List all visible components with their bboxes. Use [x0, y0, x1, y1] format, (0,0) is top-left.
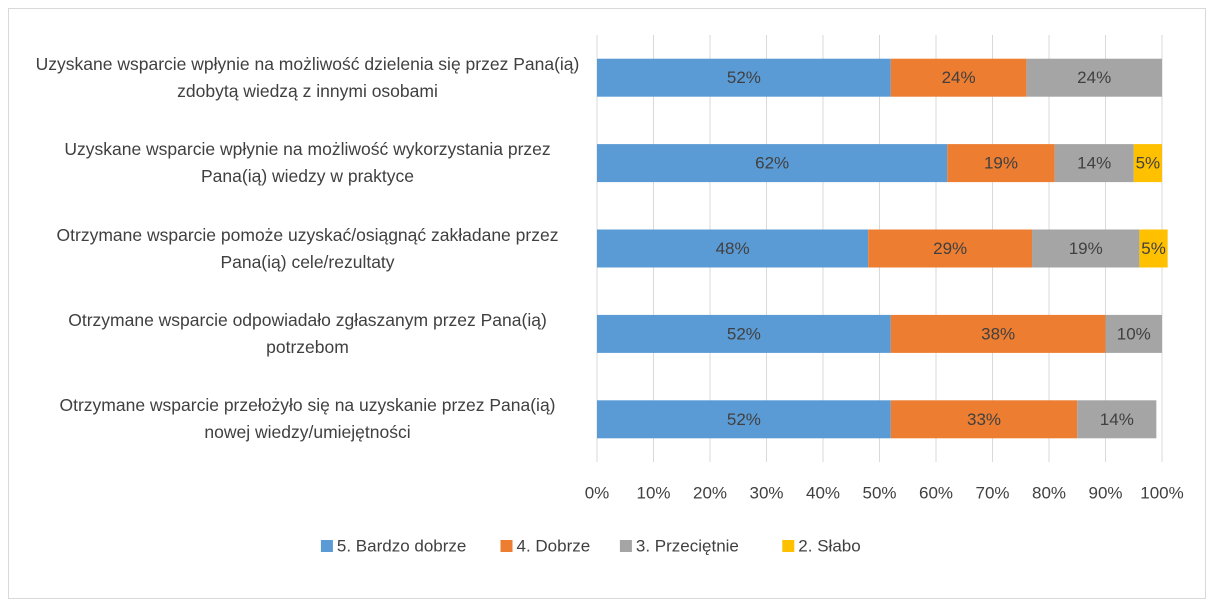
- x-tick-label: 80%: [1032, 483, 1066, 502]
- bar-segment: [1032, 229, 1140, 268]
- category-label: Otrzymane wsparcie odpowiadało zgłaszany…: [68, 309, 547, 357]
- legend-label: 3. Przeciętnie: [636, 536, 739, 555]
- legend-swatch: [619, 540, 632, 552]
- data-label: 62%: [755, 154, 789, 173]
- x-tick-label: 50%: [862, 483, 896, 502]
- x-tick-label: 40%: [806, 483, 840, 502]
- data-label: 24%: [942, 68, 976, 87]
- x-tick-label: 70%: [975, 483, 1009, 502]
- data-label: 19%: [984, 154, 1018, 173]
- data-label: 52%: [727, 324, 761, 343]
- data-label: 19%: [1069, 239, 1103, 258]
- bar-segment: [1133, 144, 1162, 183]
- bar-segment: [1105, 314, 1162, 353]
- data-label: 29%: [933, 239, 967, 258]
- bar-segment: [1026, 58, 1162, 97]
- x-tick-label: 30%: [749, 483, 783, 502]
- legend-label: 4. Dobrze: [517, 536, 591, 555]
- bar-segment: [597, 400, 891, 439]
- category-label: Otrzymane wsparcie pomoże uzyskać/osiągn…: [56, 224, 559, 272]
- x-tick-label: 20%: [693, 483, 727, 502]
- x-tick-label: 10%: [636, 483, 670, 502]
- bar-segment: [890, 58, 1027, 97]
- data-label: 14%: [1077, 154, 1111, 173]
- x-tick-label: 90%: [1088, 483, 1122, 502]
- bar-segment: [597, 144, 948, 183]
- bar-segment: [1139, 229, 1168, 268]
- category-label: Otrzymane wsparcie przełożyło się na uzy…: [59, 395, 556, 443]
- bar-segment: [1054, 144, 1134, 183]
- data-label: 10%: [1117, 324, 1151, 343]
- x-tick-label: 60%: [919, 483, 953, 502]
- data-label: 24%: [1077, 68, 1111, 87]
- category-label: Uzyskane wsparcie wpłynie na możliwość w…: [64, 139, 551, 187]
- legend-swatch: [500, 540, 513, 552]
- bar-segment: [947, 144, 1055, 183]
- data-label: 38%: [981, 324, 1015, 343]
- bar-segment: [597, 229, 869, 268]
- bar-segment: [1077, 400, 1157, 439]
- data-label: 52%: [727, 68, 761, 87]
- bar-segment: [890, 400, 1078, 439]
- data-label: 14%: [1100, 410, 1134, 429]
- data-label: 33%: [967, 410, 1001, 429]
- chart-border: [8, 8, 1206, 599]
- data-label: 5%: [1141, 239, 1166, 258]
- x-tick-label: 0%: [585, 483, 610, 502]
- bar-segment: [597, 58, 891, 97]
- data-label: 5%: [1136, 154, 1161, 173]
- legend-label: 5. Bardzo dobrze: [337, 536, 466, 555]
- bar-segment: [890, 314, 1106, 353]
- data-label: 52%: [727, 410, 761, 429]
- bar-segment: [868, 229, 1033, 268]
- x-tick-label: 100%: [1140, 483, 1183, 502]
- legend-swatch: [320, 540, 333, 552]
- legend-label: 2. Słabo: [798, 536, 860, 555]
- bar-segment: [597, 314, 891, 353]
- data-label: 48%: [716, 239, 750, 258]
- legend-swatch: [782, 540, 795, 552]
- category-label: Uzyskane wsparcie wpłynie na możliwość d…: [35, 53, 580, 101]
